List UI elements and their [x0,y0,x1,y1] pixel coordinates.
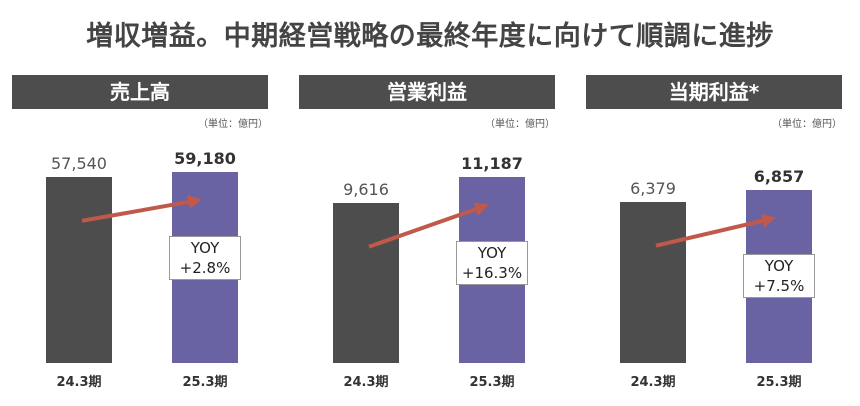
bar-plot: 57,540 24.3期 59,180 25.3期 YOY +2.8% [12,75,268,395]
category-label: 25.3期 [182,375,228,390]
yoy-value: +16.3% [461,263,523,282]
unit-label: （単位：億円） [485,119,555,130]
yoy-label: YOY [477,243,507,262]
bar-plot: 9,616 24.3期 11,187 25.3期 YOY +16.3% [299,75,555,395]
panel-net-profit: 当期利益* （単位：億円） 6,379 24.3期 6,857 25.3期 YOY +7.… [586,75,842,395]
bar-previous-year [620,201,686,363]
category-label: 25.3期 [469,375,515,390]
bar-value-label: 59,180 [174,148,236,168]
yoy-box: YOY +7.5% [743,253,815,298]
category-label: 24.3期 [56,375,102,390]
yoy-label: YOY [190,238,220,257]
bar-value-label: 57,540 [51,153,107,173]
yoy-box: YOY +2.8% [169,235,241,280]
bar-value-label: 6,379 [630,178,676,198]
panel-operating-profit: 営業利益 （単位：億円） 9,616 24.3期 11,187 25.3期 YOY +16… [299,75,555,395]
panel-revenue: 売上高 （単位：億円） 57,540 24.3期 59,180 25.3期 YOY +2.… [12,75,268,395]
yoy-box: YOY +16.3% [456,240,528,285]
unit-label: （単位：億円） [772,119,842,130]
chart-title: 当期利益* [586,75,842,109]
bar-value-label: 11,187 [461,153,523,173]
bar-previous-year [333,202,399,363]
chart-title: 売上高 [12,75,268,109]
yoy-value: +2.8% [179,258,231,277]
bar-value-label: 6,857 [753,166,805,186]
category-label: 24.3期 [343,375,389,390]
bar-plot: 6,379 24.3期 6,857 25.3期 YOY +7.5% [586,75,842,395]
unit-label: （単位：億円） [198,119,268,130]
bar-value-label: 9,616 [343,179,389,199]
category-label: 24.3期 [630,375,676,390]
yoy-label: YOY [764,256,794,275]
yoy-value: +7.5% [753,276,805,295]
category-label: 25.3期 [756,375,802,390]
page-title: 増収増益。中期経営戦略の最終年度に向けて順調に進捗 [86,21,774,52]
bar-previous-year [46,176,112,363]
chart-title: 営業利益 [299,75,555,109]
